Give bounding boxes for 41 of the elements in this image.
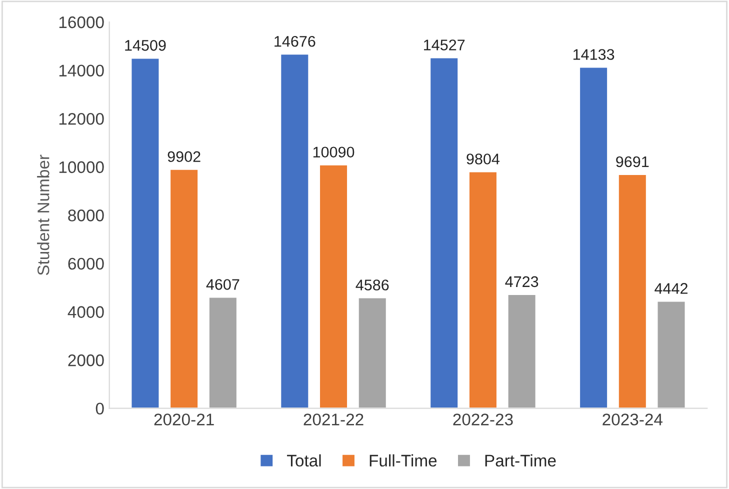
data-label: 14133 — [573, 49, 614, 60]
bar — [468, 170, 498, 408]
data-label: 9804 — [466, 154, 500, 164]
x-tick-label: 2020-21 — [154, 414, 214, 426]
y-tick-label: 12000 — [59, 112, 104, 125]
y-tick-label: 0 — [96, 402, 104, 415]
data-label: 10090 — [313, 146, 354, 158]
x-tick-label: 2021-22 — [304, 414, 364, 426]
data-label: 4723 — [505, 276, 538, 288]
bar — [130, 57, 160, 408]
bar — [318, 164, 348, 408]
data-label: 4586 — [356, 280, 389, 290]
y-tick-label: 4000 — [68, 306, 104, 318]
x-tick-label: 2022-23 — [453, 414, 513, 426]
bar — [506, 294, 537, 408]
y-tick-label: 16000 — [59, 16, 104, 28]
bar — [169, 168, 199, 408]
data-label: 4442 — [654, 283, 688, 294]
y-tick-label: 2000 — [68, 354, 104, 366]
legend-label: Total — [287, 454, 321, 467]
bar — [280, 53, 310, 408]
bar — [208, 296, 238, 408]
y-tick-label: 14000 — [59, 64, 104, 76]
legend-label: Full-Time — [370, 454, 437, 467]
bar — [578, 66, 608, 408]
data-label: 14527 — [424, 40, 465, 50]
legend-label: Part-Time — [485, 454, 556, 467]
bar — [357, 296, 388, 408]
y-tick-label: 10000 — [59, 161, 104, 174]
data-label: 9902 — [168, 151, 200, 162]
data-label: 4607 — [206, 279, 240, 290]
y-axis-title: Student Number — [37, 154, 50, 276]
bar — [618, 174, 648, 408]
data-label: 9691 — [616, 156, 649, 168]
data-label: 14509 — [125, 40, 166, 51]
bar — [656, 300, 686, 408]
data-label: 14676 — [274, 36, 316, 47]
bar — [429, 56, 459, 408]
y-tick-label: 8000 — [68, 210, 104, 222]
x-tick-label: 2023-24 — [602, 414, 663, 426]
y-tick-label: 6000 — [68, 258, 104, 270]
